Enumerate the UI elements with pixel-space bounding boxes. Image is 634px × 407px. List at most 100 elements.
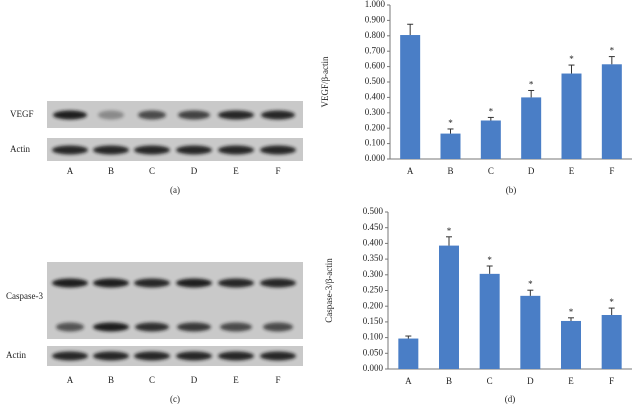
y-tick-label: 0.400 <box>365 91 386 101</box>
y-tick-label: 0.000 <box>363 363 384 373</box>
blot-band <box>93 278 129 288</box>
y-tick-label: 0.500 <box>363 206 384 216</box>
lane-label: B <box>108 375 114 385</box>
blot-band <box>138 110 166 120</box>
significance-mark: * <box>609 297 614 307</box>
blot-row-label: Actin <box>6 350 26 360</box>
bar <box>520 295 541 369</box>
lane-label: F <box>275 375 280 385</box>
significance-mark: * <box>569 54 574 64</box>
y-tick-label: 0.500 <box>365 76 386 86</box>
y-tick-label: 0.300 <box>365 107 386 117</box>
y-tick-label: 0.150 <box>363 316 384 326</box>
bar <box>561 320 581 369</box>
blot-band <box>260 145 296 155</box>
blot-band <box>52 278 88 288</box>
blot-band <box>134 145 170 155</box>
blot-band <box>260 278 296 288</box>
significance-mark: * <box>528 279 533 289</box>
x-tick-label: B <box>447 166 453 176</box>
y-tick-label: 0.400 <box>363 237 384 247</box>
significance-mark: * <box>487 255 492 265</box>
y-tick-label: 0.000 <box>365 153 386 163</box>
blot-band <box>98 110 124 120</box>
x-tick-label: D <box>527 376 534 386</box>
blot-band <box>178 110 210 120</box>
blot-band <box>220 322 252 332</box>
blot-row-label: Caspase-3 <box>6 291 43 301</box>
panel-label: (a) <box>170 185 180 195</box>
significance-mark: * <box>489 106 494 116</box>
blot-strip <box>47 262 303 339</box>
significance-mark: * <box>447 226 452 236</box>
x-tick-label: C <box>488 166 494 176</box>
bar <box>440 133 461 159</box>
blot-band <box>93 351 129 361</box>
x-tick-label: A <box>407 166 414 176</box>
lane-label: C <box>149 375 155 385</box>
blot-band <box>218 278 254 288</box>
bar <box>439 245 459 369</box>
blot-band <box>176 278 212 288</box>
y-tick-label: 0.700 <box>365 45 386 55</box>
lane-label: E <box>233 375 239 385</box>
bar <box>480 120 501 159</box>
blot-band <box>53 110 87 120</box>
blot-strip <box>47 101 303 128</box>
y-tick-label: 0.800 <box>365 30 386 40</box>
blot-band <box>218 110 254 120</box>
blot-band <box>135 322 169 332</box>
panel-label: (d) <box>505 394 516 404</box>
y-tick-label: 0.300 <box>363 269 384 279</box>
y-axis-label: VEGF/β-actin <box>320 56 330 108</box>
x-tick-label: D <box>528 166 535 176</box>
y-tick-label: 0.050 <box>363 347 384 357</box>
bar <box>400 35 421 159</box>
blot-band <box>93 322 129 332</box>
lane-label: B <box>108 166 114 176</box>
y-tick-label: 0.350 <box>363 253 384 263</box>
x-tick-label: A <box>405 376 412 386</box>
y-tick-label: 0.200 <box>363 300 384 310</box>
y-tick-label: 0.100 <box>363 332 384 342</box>
x-tick-label: E <box>568 376 574 386</box>
blot-strip <box>47 346 303 366</box>
bar <box>479 273 500 369</box>
blot-band <box>52 351 88 361</box>
blot-band <box>134 278 170 288</box>
blot-row-label: Actin <box>10 144 30 154</box>
y-tick-label: 0.900 <box>365 14 386 24</box>
lane-label: D <box>191 166 198 176</box>
bar <box>601 64 622 159</box>
panel-label: (b) <box>506 185 517 195</box>
blot-row-label: VEGF <box>10 109 34 119</box>
bar <box>561 73 582 159</box>
lane-label: D <box>191 375 198 385</box>
x-tick-label: E <box>569 166 575 176</box>
blot-band <box>176 351 212 361</box>
panel-label: (c) <box>170 394 180 404</box>
x-tick-label: F <box>609 376 614 386</box>
blot-band <box>260 351 296 361</box>
y-tick-label: 0.600 <box>365 61 386 71</box>
blot-band <box>263 322 293 332</box>
x-tick-label: F <box>609 166 614 176</box>
blot-strip <box>47 138 303 161</box>
lane-label: A <box>67 166 74 176</box>
y-tick-label: 0.100 <box>365 138 386 148</box>
lane-label: A <box>67 375 74 385</box>
y-tick-label: 1.000 <box>365 0 386 9</box>
blot-band <box>176 145 212 155</box>
significance-mark: * <box>529 80 534 90</box>
blot-band <box>56 322 84 332</box>
bar <box>601 314 622 369</box>
blot-band <box>134 351 170 361</box>
y-axis-label: Caspase-3/β-actin <box>324 258 334 323</box>
blot-band <box>93 145 129 155</box>
y-tick-label: 0.200 <box>365 122 386 132</box>
lane-label: F <box>275 166 280 176</box>
blot-band <box>261 110 295 120</box>
y-tick-label: 0.450 <box>363 222 384 232</box>
bar <box>521 97 542 159</box>
blot-band <box>177 322 211 332</box>
